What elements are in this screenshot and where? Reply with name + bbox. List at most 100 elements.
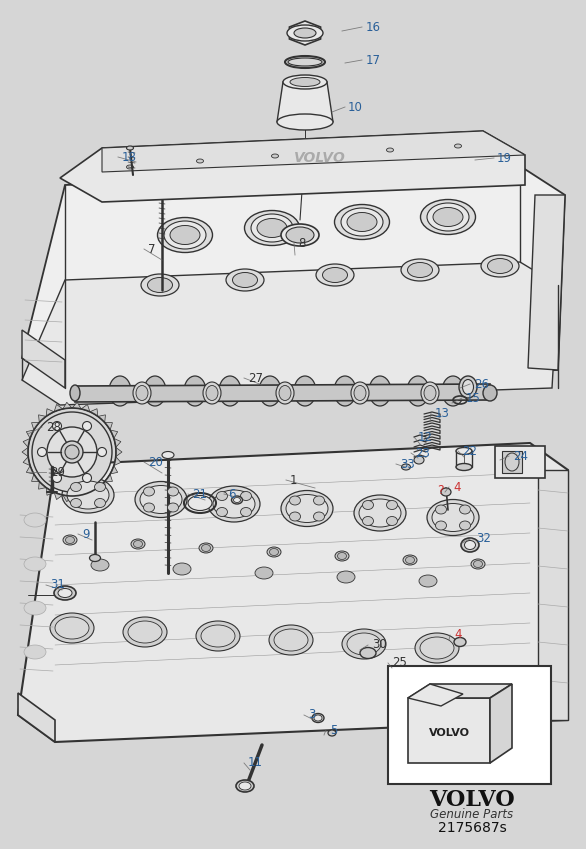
Text: 4: 4	[454, 628, 462, 642]
Ellipse shape	[267, 547, 281, 557]
Ellipse shape	[335, 551, 349, 561]
Ellipse shape	[109, 376, 131, 406]
Ellipse shape	[244, 211, 299, 245]
Ellipse shape	[363, 501, 373, 509]
Ellipse shape	[286, 494, 328, 522]
Polygon shape	[32, 423, 39, 430]
Ellipse shape	[231, 496, 243, 504]
Ellipse shape	[216, 492, 227, 501]
Ellipse shape	[233, 498, 240, 503]
Ellipse shape	[347, 212, 377, 232]
Polygon shape	[289, 21, 321, 45]
Polygon shape	[105, 474, 113, 481]
Ellipse shape	[424, 385, 436, 401]
Text: 31: 31	[50, 578, 65, 592]
Ellipse shape	[140, 486, 182, 514]
Ellipse shape	[144, 376, 166, 406]
Text: 21: 21	[192, 487, 207, 501]
Ellipse shape	[351, 382, 369, 404]
Text: 8: 8	[298, 237, 305, 250]
Ellipse shape	[94, 482, 105, 492]
Ellipse shape	[459, 521, 471, 530]
Ellipse shape	[314, 715, 322, 721]
Ellipse shape	[259, 376, 281, 406]
Polygon shape	[81, 404, 90, 412]
Ellipse shape	[401, 259, 439, 281]
Ellipse shape	[279, 385, 291, 401]
Ellipse shape	[471, 559, 485, 569]
Ellipse shape	[269, 625, 313, 655]
Ellipse shape	[50, 613, 94, 643]
Polygon shape	[90, 408, 98, 416]
Ellipse shape	[334, 376, 356, 406]
Ellipse shape	[135, 481, 187, 518]
Polygon shape	[277, 82, 333, 122]
Polygon shape	[22, 262, 558, 405]
Ellipse shape	[363, 516, 373, 526]
Ellipse shape	[184, 376, 206, 406]
Ellipse shape	[24, 645, 46, 659]
Ellipse shape	[240, 492, 251, 501]
Polygon shape	[26, 465, 34, 474]
Ellipse shape	[162, 452, 174, 458]
Text: Genuine Parts: Genuine Parts	[431, 808, 513, 822]
Polygon shape	[22, 166, 565, 388]
Ellipse shape	[407, 376, 429, 406]
Ellipse shape	[287, 25, 323, 41]
Text: 5: 5	[330, 723, 338, 736]
Ellipse shape	[294, 376, 316, 406]
Ellipse shape	[421, 382, 439, 404]
Ellipse shape	[442, 376, 464, 406]
Ellipse shape	[168, 503, 179, 512]
Polygon shape	[46, 487, 54, 495]
Ellipse shape	[141, 274, 179, 296]
Ellipse shape	[270, 548, 278, 555]
Polygon shape	[63, 495, 72, 502]
Ellipse shape	[219, 376, 241, 406]
Text: 3: 3	[308, 709, 315, 722]
Ellipse shape	[61, 441, 83, 463]
Ellipse shape	[312, 713, 324, 722]
Text: 18: 18	[122, 150, 137, 164]
Ellipse shape	[360, 648, 376, 659]
Ellipse shape	[202, 544, 210, 552]
Ellipse shape	[62, 477, 114, 513]
Text: 24: 24	[513, 449, 528, 463]
Text: 29: 29	[50, 465, 65, 479]
Ellipse shape	[456, 464, 472, 470]
Ellipse shape	[127, 146, 134, 150]
Ellipse shape	[277, 114, 333, 130]
Ellipse shape	[271, 154, 278, 158]
Text: 12: 12	[418, 430, 433, 443]
Polygon shape	[23, 457, 30, 465]
Ellipse shape	[505, 453, 519, 471]
Ellipse shape	[164, 221, 206, 249]
Polygon shape	[22, 330, 65, 388]
Ellipse shape	[338, 553, 346, 559]
Ellipse shape	[387, 516, 397, 526]
Text: 22: 22	[462, 445, 477, 458]
Text: 10: 10	[348, 100, 363, 114]
Ellipse shape	[407, 262, 432, 278]
Polygon shape	[26, 430, 34, 438]
Ellipse shape	[213, 490, 255, 518]
Ellipse shape	[201, 625, 235, 647]
Polygon shape	[538, 470, 568, 720]
Text: 20: 20	[148, 456, 163, 469]
Polygon shape	[116, 447, 122, 457]
Ellipse shape	[70, 385, 80, 401]
Polygon shape	[18, 443, 568, 742]
Text: 30: 30	[372, 638, 387, 651]
Ellipse shape	[432, 503, 474, 531]
Ellipse shape	[144, 487, 155, 496]
Ellipse shape	[170, 226, 200, 245]
Polygon shape	[114, 457, 121, 465]
Ellipse shape	[83, 474, 91, 482]
Ellipse shape	[459, 505, 471, 514]
Ellipse shape	[173, 563, 191, 575]
Ellipse shape	[435, 521, 447, 530]
Text: 11: 11	[248, 756, 263, 769]
Polygon shape	[72, 495, 81, 502]
Ellipse shape	[127, 165, 134, 169]
Polygon shape	[39, 481, 46, 489]
